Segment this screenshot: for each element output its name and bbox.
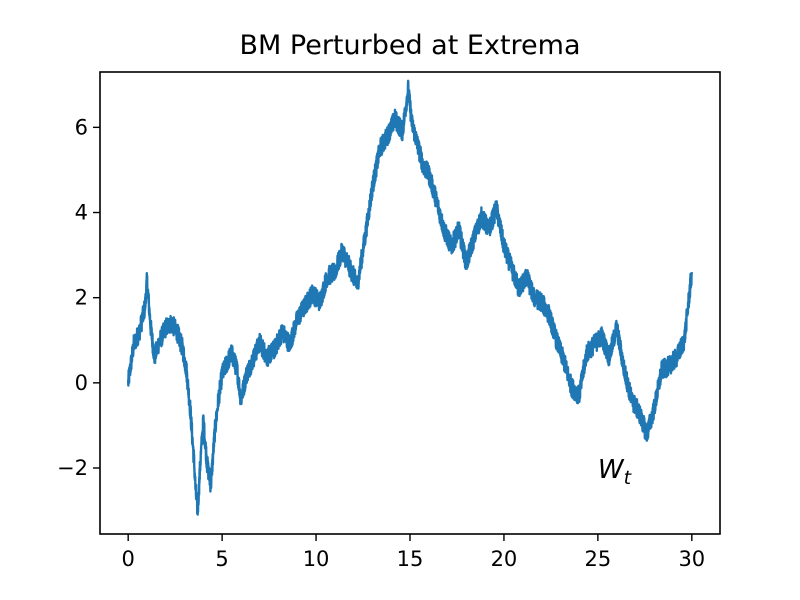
y-tick-label: 2: [75, 286, 88, 310]
y-tick-label: 0: [75, 371, 88, 395]
y-tick-label: 6: [75, 115, 88, 139]
x-tick-label: 0: [121, 547, 134, 571]
x-tick-label: 15: [397, 547, 424, 571]
x-tick-label: 30: [678, 547, 705, 571]
axes-frame: [99, 71, 721, 535]
x-axis: 0 5 10 15 20 25 30: [121, 534, 705, 571]
y-tick-label: 4: [75, 201, 88, 225]
annotation-subscript: t: [624, 467, 633, 489]
series-line: [126, 79, 694, 516]
plot-area: [99, 71, 721, 535]
x-tick-label: 5: [215, 547, 228, 571]
x-tick-label: 20: [491, 547, 518, 571]
y-tick-label: −2: [57, 456, 88, 480]
y-axis: −2 0 2 4 6: [57, 115, 100, 480]
series-layer: [126, 79, 694, 516]
x-tick-label: 25: [585, 547, 612, 571]
chart-title: BM Perturbed at Extrema: [239, 30, 580, 61]
annotation-main: W: [598, 455, 625, 485]
x-tick-label: 10: [303, 547, 330, 571]
series-annotation: Wt: [598, 455, 633, 489]
